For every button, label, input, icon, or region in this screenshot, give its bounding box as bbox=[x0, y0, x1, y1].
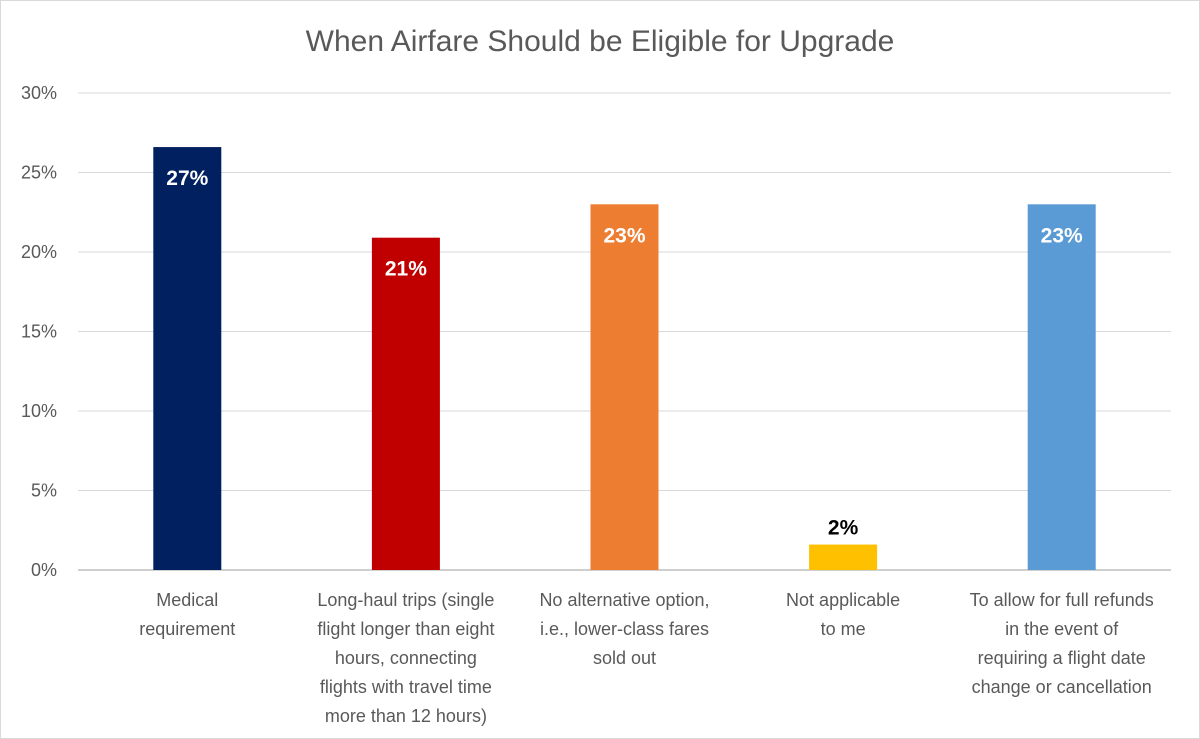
x-tick-label: Not applicable to me bbox=[786, 590, 900, 639]
x-tick-label-line: hours, connecting bbox=[335, 648, 477, 668]
bar bbox=[153, 147, 222, 570]
y-tick-label: 15% bbox=[21, 322, 57, 342]
x-tick-label-line: change or cancellation bbox=[972, 677, 1152, 697]
x-tick-label: Long-haul trips (single flight longer tha… bbox=[317, 590, 494, 726]
x-tick-label-line: Medical bbox=[156, 590, 218, 610]
bar bbox=[371, 237, 440, 570]
x-tick-label-line: i.e., lower-class fares bbox=[540, 619, 709, 639]
bar bbox=[1027, 204, 1096, 571]
x-tick-label-line: in the event of bbox=[1005, 619, 1119, 639]
data-label: 2% bbox=[828, 517, 859, 540]
x-tick-label: To allow for full refunds in the event of… bbox=[970, 590, 1154, 697]
data-label: 27% bbox=[166, 167, 208, 190]
data-label: 23% bbox=[603, 224, 645, 247]
data-label: 21% bbox=[385, 258, 427, 281]
y-tick-label: 30% bbox=[21, 83, 57, 103]
y-tick-label: 10% bbox=[21, 401, 57, 421]
x-tick-label: No alternative option, i.e., lower-class … bbox=[539, 590, 709, 668]
x-tick-label-line: flight longer than eight bbox=[317, 619, 494, 639]
y-tick-label: 5% bbox=[31, 481, 57, 501]
x-tick-label-line: To allow for full refunds bbox=[970, 590, 1154, 610]
x-tick-label-line: sold out bbox=[593, 648, 656, 668]
x-tick-label-line: requiring a flight date bbox=[978, 648, 1146, 668]
y-tick-label: 25% bbox=[21, 163, 57, 183]
y-tick-label: 20% bbox=[21, 242, 57, 262]
bar bbox=[809, 544, 878, 570]
x-tick-label-line: flights with travel time bbox=[320, 677, 492, 697]
data-label: 23% bbox=[1041, 224, 1083, 247]
x-tick-label-line: Long-haul trips (single bbox=[317, 590, 494, 610]
chart-title: When Airfare Should be Eligible for Upgr… bbox=[305, 25, 895, 58]
x-tick-label: Medical requirement bbox=[139, 590, 235, 639]
x-tick-label-line: to me bbox=[821, 619, 866, 639]
x-tick-label-line: more than 12 hours) bbox=[325, 706, 487, 726]
x-tick-label-line: requirement bbox=[139, 619, 235, 639]
x-tick-label-line: No alternative option, bbox=[539, 590, 709, 610]
bar bbox=[590, 204, 659, 571]
x-tick-label-line: Not applicable bbox=[786, 590, 900, 610]
y-tick-label: 0% bbox=[31, 560, 57, 580]
